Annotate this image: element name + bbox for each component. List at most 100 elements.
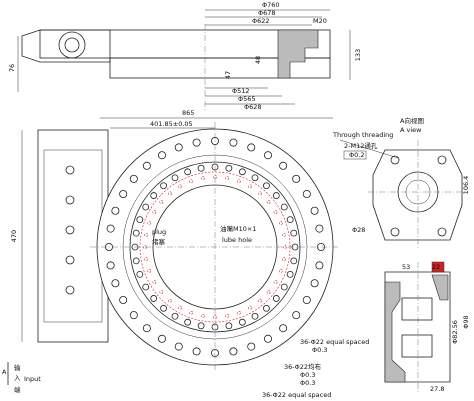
hole	[211, 323, 219, 331]
hole	[280, 283, 288, 291]
hole	[168, 298, 172, 303]
housing-hole	[65, 165, 75, 175]
hole	[263, 151, 272, 160]
hole	[263, 304, 270, 312]
hole	[263, 182, 270, 190]
hole	[211, 163, 219, 171]
hole	[213, 315, 217, 319]
label: plug	[152, 228, 166, 236]
label: lube hole	[222, 236, 252, 244]
label: Φ760	[262, 1, 280, 9]
label: Through threading	[332, 131, 393, 139]
hole	[144, 257, 148, 262]
hole	[310, 279, 319, 288]
label: Φ0.3	[300, 379, 315, 387]
label: 53	[402, 263, 410, 271]
hole	[106, 261, 115, 270]
label: 输	[14, 363, 21, 372]
hole	[225, 176, 230, 180]
hole	[144, 232, 148, 237]
hole	[316, 242, 325, 251]
label: Φ28	[352, 226, 365, 234]
hole	[225, 314, 230, 318]
housing-hole	[65, 195, 75, 205]
label: 47	[224, 71, 232, 79]
a-view	[339, 139, 468, 250]
hole	[315, 261, 324, 270]
hole	[225, 164, 233, 172]
housing-hole	[65, 255, 75, 265]
hole	[251, 174, 259, 182]
hole	[200, 176, 205, 180]
hole	[247, 342, 256, 351]
hole	[278, 269, 283, 273]
label: Φ622	[252, 17, 270, 25]
label: 堵塞	[152, 237, 166, 246]
hole	[132, 229, 140, 237]
hole	[310, 206, 319, 215]
hole	[150, 192, 158, 199]
hole	[237, 310, 241, 315]
hole	[150, 295, 158, 302]
hole	[237, 179, 241, 184]
hole	[200, 314, 205, 318]
hole	[283, 245, 287, 249]
hole	[189, 179, 193, 184]
hole	[184, 168, 192, 176]
label: Input	[24, 375, 41, 383]
worm	[58, 31, 86, 59]
hole	[131, 243, 139, 251]
bearing	[401, 334, 433, 358]
hole	[282, 232, 286, 237]
hole	[292, 174, 301, 183]
hole	[106, 224, 115, 233]
label: 油嘴M10×1	[220, 224, 256, 233]
hole	[272, 295, 280, 302]
hole	[292, 311, 301, 320]
label: 36-Φ22均布	[284, 362, 322, 371]
hole	[136, 270, 144, 278]
hole	[291, 243, 299, 251]
label: 133	[354, 49, 362, 61]
hole	[152, 210, 157, 214]
hole	[192, 347, 201, 356]
hole	[192, 138, 201, 147]
hole	[119, 295, 128, 304]
hole	[157, 334, 166, 343]
a-view-outline	[372, 149, 463, 241]
hole	[197, 322, 205, 330]
hole	[157, 151, 166, 160]
hole	[290, 229, 298, 237]
hole	[159, 200, 164, 204]
label: Φ0.3	[312, 346, 327, 354]
hole	[160, 182, 167, 190]
hole	[143, 245, 147, 249]
hole	[290, 257, 298, 265]
label: 27.8	[430, 385, 444, 393]
section-hatch	[384, 281, 406, 383]
housing-inner	[43, 149, 103, 323]
leader	[339, 139, 399, 159]
ring	[109, 57, 331, 79]
hole	[263, 334, 272, 343]
hole	[147, 269, 152, 273]
a-view-hole	[390, 227, 400, 237]
hole	[279, 161, 288, 170]
hole	[142, 203, 150, 211]
hole	[159, 290, 164, 294]
hole	[210, 136, 219, 145]
hole	[189, 310, 193, 315]
hole	[279, 324, 288, 333]
hole	[111, 279, 120, 288]
hole	[142, 283, 150, 291]
label: Φ0.2	[349, 151, 364, 159]
hole	[258, 298, 262, 303]
a-view-hole	[390, 155, 400, 165]
section-hatch	[431, 274, 449, 301]
label: 865	[182, 109, 194, 117]
hole	[147, 221, 152, 225]
hole	[272, 192, 280, 199]
hole	[238, 168, 246, 176]
housing-hole	[65, 285, 75, 295]
label: 401.85±0.05	[150, 120, 193, 128]
